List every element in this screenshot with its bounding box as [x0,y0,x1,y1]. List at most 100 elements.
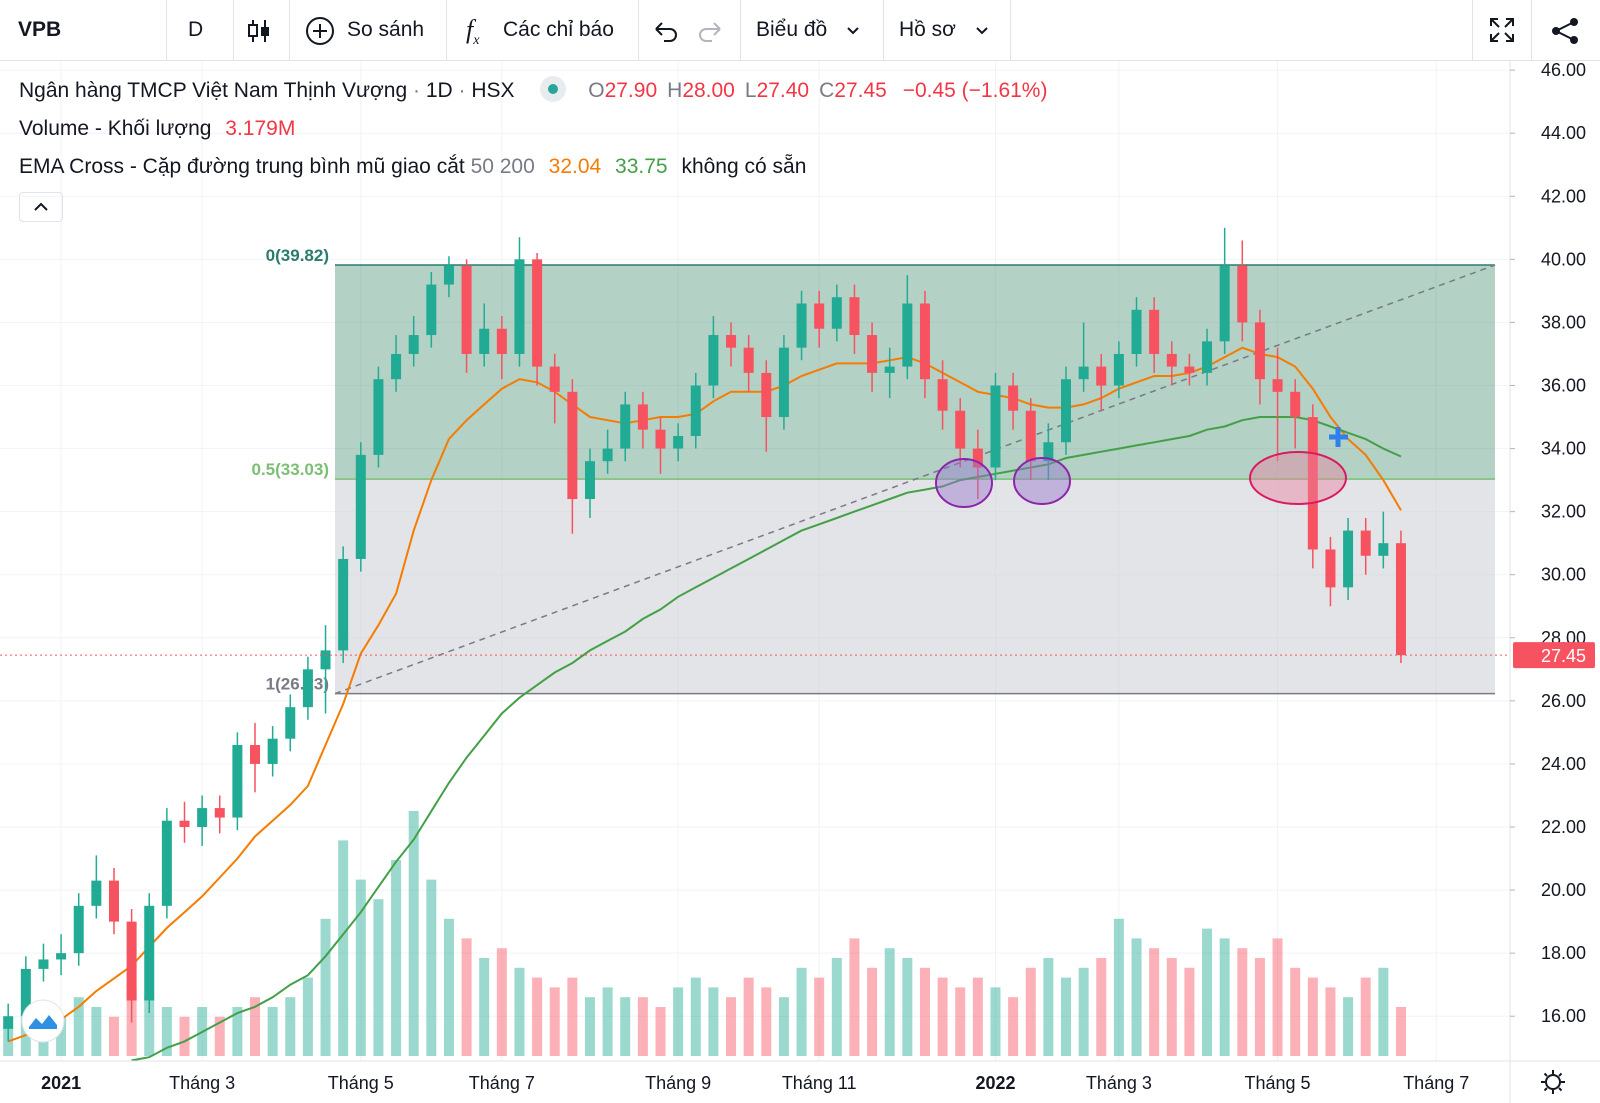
logo[interactable] [21,999,65,1043]
x-tick-label: 2021 [41,1073,81,1093]
ema-line [131,416,1402,1061]
candle-body [144,905,155,1001]
separator [1531,0,1532,60]
logo-circle[interactable] [21,999,65,1043]
instrument-title: Ngân hàng TMCP Việt Nam Thịnh Vượng [19,79,408,102]
volume-bar [373,899,384,1056]
x-tick-label: Tháng 3 [1086,1073,1152,1093]
volume-bar [796,967,807,1056]
candle-body [1395,543,1406,656]
candle-body [549,366,560,392]
candle-body [250,745,261,764]
volume-bar [1166,958,1177,1056]
volume-bar [637,997,648,1056]
candle-body [285,707,296,739]
volume-bar [355,879,366,1056]
compare[interactable]: So sánh [347,18,425,41]
volume-bar [443,918,454,1056]
volume-bar [584,997,595,1056]
volume-bar [972,977,983,1056]
ema-status: không có sẵn [681,155,807,178]
interval[interactable]: D [188,18,204,41]
volume-bar [302,977,313,1056]
y-tick-label: 38.00 [1541,312,1586,332]
candle-body [1184,366,1195,373]
collapse-button[interactable] [19,192,63,222]
candle-body [778,347,789,418]
candle-body [532,259,543,367]
y-tick-label: 18.00 [1541,943,1586,963]
candle-body [1325,549,1336,588]
legend-interval: 1D [425,79,453,102]
logo-wave[interactable] [29,1015,57,1029]
fx-icon[interactable]: fx [466,15,480,49]
volume-bar [1343,997,1354,1056]
ohlc-value: 28.00 [682,79,735,102]
candle-body [1166,353,1177,367]
volume-bar [479,958,490,1056]
volume-bar [919,967,930,1056]
candle-body [1131,309,1142,354]
y-tick-label: 46.00 [1541,60,1586,80]
legend-main: Ngân hàng TMCP Việt Nam Thịnh Vượng · 1D… [19,72,1047,110]
fullscreen-icon[interactable] [1488,16,1516,44]
candles [0,227,1510,1042]
gear[interactable] [1545,1074,1561,1090]
profile[interactable]: Hồ sơ [899,18,956,41]
share-icon[interactable] [1550,16,1580,46]
volume-bar [144,997,155,1056]
ohlc-value: 27.45 [834,79,887,102]
y-tick-label: 44.00 [1541,123,1586,143]
candle-body [1378,543,1389,556]
y-tick-label: 20.00 [1541,880,1586,900]
chevron[interactable] [975,24,989,38]
compare-icon[interactable] [305,16,335,46]
y-tick-label: 36.00 [1541,376,1586,396]
candle-body [232,745,243,818]
indicators[interactable]: Các chỉ báo [503,18,614,41]
legend-exchange: HSX [471,79,515,102]
ema-label: EMA Cross - Cặp đường trung bình mũ giao… [19,155,465,178]
undo-redo[interactable] [652,18,724,44]
fib-label: 0(39.82) [266,246,329,265]
candle-body [1149,309,1160,354]
candle-body [355,454,366,559]
candle-body [955,410,966,449]
volume-bar [990,987,1001,1056]
volume-bar [250,997,261,1056]
volume-bar [1254,958,1265,1056]
candle-body [479,328,490,354]
candle-body [990,385,1001,468]
volume-bar [955,987,966,1056]
settings-icon[interactable] [1541,1070,1565,1094]
ellipse [935,458,993,508]
volume-bar [391,860,402,1056]
fib-label: 1(26.23) [266,675,329,694]
volume-value: 3.179M [225,117,296,140]
candle-body [108,880,119,922]
chevron[interactable] [846,24,860,38]
collapse-chevron[interactable] [20,193,62,221]
x-tick-label: Tháng 7 [469,1073,535,1093]
y-tick-label: 30.00 [1541,565,1586,585]
y-tick-label: 26.00 [1541,691,1586,711]
y-tick-label: 34.00 [1541,439,1586,459]
candle-body [20,968,31,1017]
volume-bar [1061,977,1071,1056]
x-tick-label: Tháng 3 [169,1073,235,1093]
y-tick-label: 16.00 [1541,1006,1586,1026]
candle-body [831,297,842,329]
volume-bar [620,997,631,1056]
volume-bar [1008,997,1019,1056]
candle-body [972,448,983,468]
separator [166,0,167,60]
chart-type[interactable]: Biểu đồ [756,18,828,41]
chart-style-icon[interactable] [246,18,272,44]
volume-bar [655,1007,666,1056]
candle-body [496,328,507,354]
candle-body [708,335,719,386]
candle-body [373,379,384,455]
symbol[interactable]: VPB [18,18,62,41]
gear-teeth[interactable] [1541,1070,1565,1094]
